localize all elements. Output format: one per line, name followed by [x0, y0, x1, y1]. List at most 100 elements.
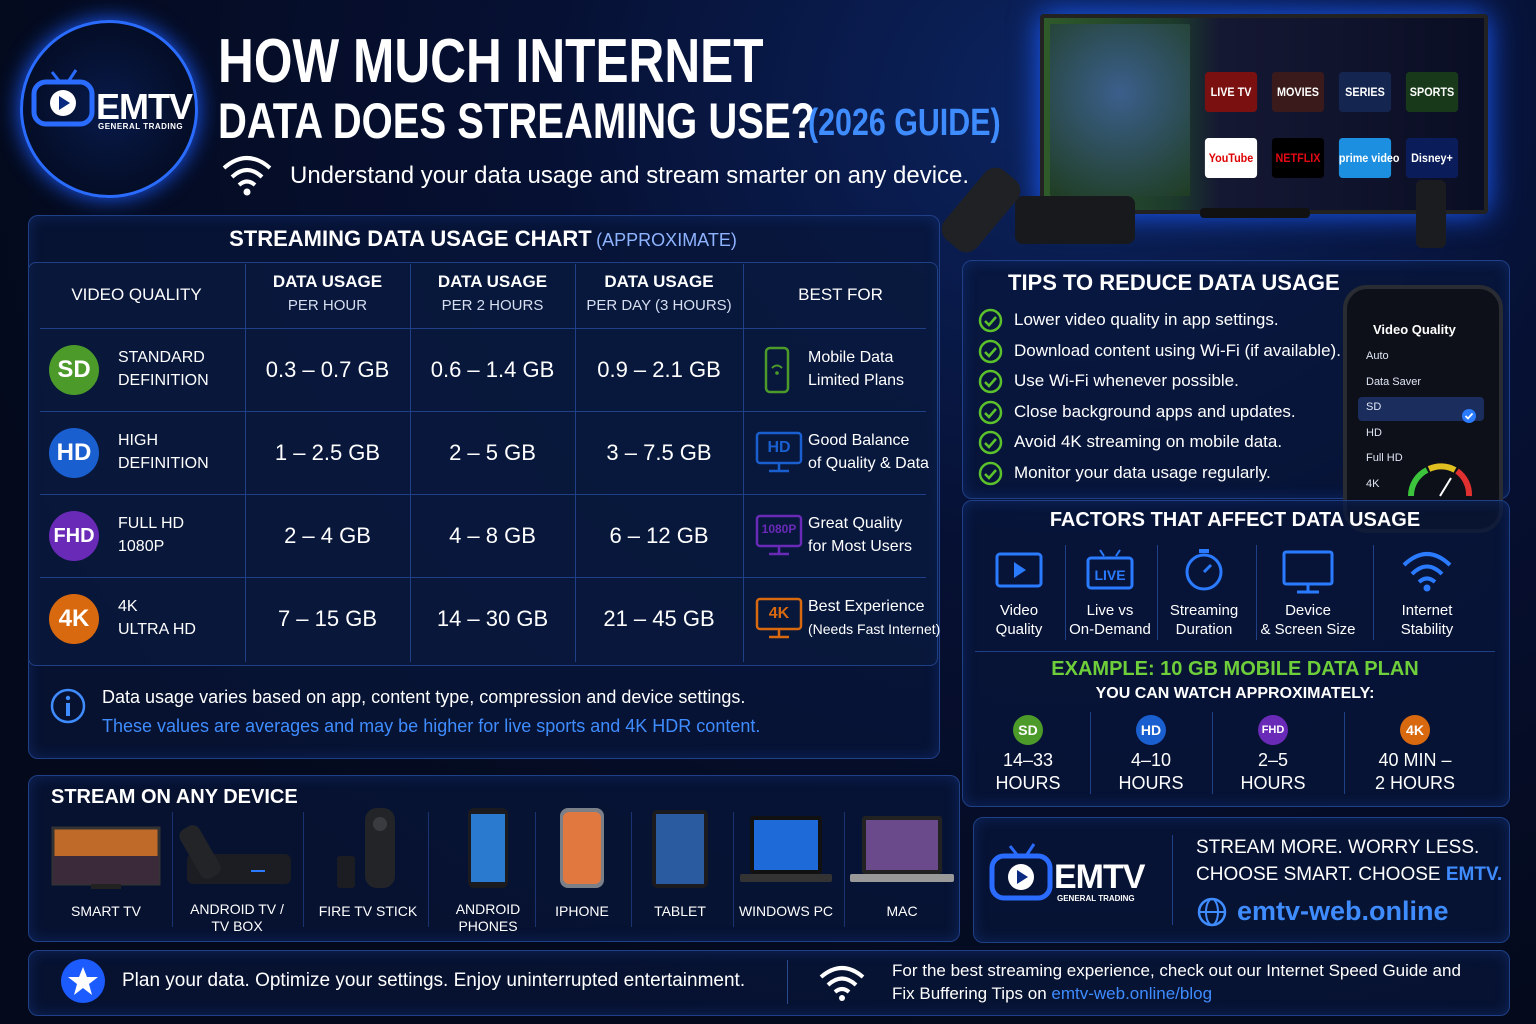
column-divider	[743, 264, 744, 662]
factor-label: On-Demand	[1069, 621, 1151, 638]
quality-name: HIGH	[118, 432, 158, 449]
column-divider	[575, 264, 576, 662]
factor-icon	[1084, 548, 1136, 594]
factor-divider	[1064, 545, 1066, 640]
device-image-svg	[337, 808, 395, 888]
footer-message: Plan your data. Optimize your settings. …	[122, 970, 746, 991]
device-image	[51, 826, 161, 890]
phone-menu-title: Video Quality	[1373, 322, 1456, 337]
column-header: PER HOUR	[287, 297, 368, 314]
factor-icon	[1282, 548, 1334, 594]
factor-divider	[1157, 545, 1158, 640]
factor-label: Quality	[995, 621, 1043, 638]
row-divider	[40, 494, 926, 495]
device-label: WINDOWS PC	[738, 903, 834, 919]
check-icon	[978, 339, 1003, 364]
column-header: VIDEO QUALITY	[71, 285, 202, 304]
factor-divider	[1372, 545, 1374, 640]
factor-label: Duration	[1175, 621, 1233, 638]
factor-label: Video	[999, 602, 1039, 619]
example-subtitle: YOU CAN WATCH APPROXIMATELY:	[1095, 685, 1375, 702]
column-divider	[410, 264, 411, 662]
device-divider	[428, 812, 429, 927]
wifi-icon	[222, 156, 272, 196]
device-divider	[171, 812, 173, 927]
quality-badge: SD	[49, 345, 99, 395]
best-for-icon-svg	[764, 346, 790, 394]
tip-text: Close background apps and updates.	[1014, 401, 1296, 421]
title-line-2: DATA DOES STREAMING USE?	[218, 93, 816, 149]
globe-icon	[1197, 897, 1227, 927]
device-image	[177, 820, 297, 890]
tv-stand	[1200, 208, 1310, 218]
device-image-svg	[560, 808, 604, 888]
device-image-svg	[179, 825, 291, 884]
usage-value: 21 – 45 GB	[603, 606, 715, 631]
tv-menu-tile: SERIES	[1338, 72, 1392, 112]
brand-icon	[989, 843, 1053, 901]
best-for-text: (Needs Fast Internet)	[808, 621, 941, 637]
phone-option: Data Saver	[1366, 375, 1422, 388]
row-divider	[40, 577, 926, 578]
example-value: HOURS	[1118, 773, 1184, 793]
column-header: DATA USAGE	[272, 272, 383, 291]
device-label: MAC	[886, 903, 918, 919]
website[interactable]: emtv-web.online	[1237, 896, 1449, 926]
best-for-icon-label: 4K	[768, 605, 790, 622]
check-icon	[978, 461, 1003, 486]
check-icon	[978, 400, 1003, 425]
usage-title: STREAMING DATA USAGE CHART (APPROXIMATE)	[28, 226, 938, 252]
usage-value: 4 – 8 GB	[449, 523, 536, 548]
slogan-2-text: CHOOSE SMART. CHOOSE	[1196, 864, 1441, 885]
footer-wifi	[819, 966, 865, 1001]
tv-menu-tile: Disney+	[1405, 138, 1459, 178]
best-for-icon-svg	[755, 431, 803, 473]
footer-divider	[787, 960, 788, 1004]
title-suffix: (2026 GUIDE)	[808, 102, 1001, 144]
example-title: EXAMPLE: 10 GB MOBILE DATA PLAN	[1051, 658, 1419, 680]
speed-gauge	[1405, 458, 1475, 498]
device-divider	[844, 812, 845, 927]
device-image	[466, 806, 510, 890]
usage-value: 0.9 – 2.1 GB	[597, 357, 721, 382]
tip-text: Download content using Wi-Fi (if availab…	[1014, 340, 1341, 360]
brand-divider	[1172, 835, 1173, 925]
usage-title-text: STREAMING DATA USAGE CHART	[229, 226, 592, 251]
usage-value: 0.6 – 1.4 GB	[430, 357, 555, 382]
example-value: 2 HOURS	[1374, 773, 1455, 793]
factor-label: Device	[1285, 602, 1331, 619]
tip-text: Lower video quality in app settings.	[1014, 310, 1279, 329]
best-for-text: for Most Users	[808, 538, 913, 555]
quality-name: DEFINITION	[118, 372, 209, 389]
column-header: DATA USAGE	[437, 272, 548, 291]
quality-name: FULL HD	[118, 515, 185, 532]
column-header: DATA USAGE	[604, 272, 714, 291]
note-2: These values are averages and may be hig…	[102, 716, 761, 736]
example-divider	[1344, 712, 1345, 794]
example-value: 4–10	[1130, 750, 1172, 770]
factors-title: FACTORS THAT AFFECT DATA USAGE	[1049, 509, 1421, 531]
factor-label: Stability	[1400, 621, 1454, 638]
usage-value: 14 – 30 GB	[436, 606, 549, 631]
logo-icon	[31, 69, 95, 127]
slogan-brand: EMTV.	[1445, 864, 1503, 885]
usage-value: 3 – 7.5 GB	[606, 440, 712, 465]
device-image	[650, 808, 710, 890]
example-value: 2–5	[1257, 750, 1289, 770]
device-divider	[733, 812, 734, 927]
footer-link[interactable]: emtv-web.online/blog	[1051, 984, 1213, 1003]
device-image-svg	[850, 816, 954, 882]
factor-icon-svg	[1402, 552, 1452, 592]
example-divider	[1212, 712, 1213, 794]
tip-text: Monitor your data usage regularly.	[1014, 463, 1271, 482]
device-divider	[302, 812, 304, 927]
factor-icon-svg	[1282, 550, 1334, 594]
factor-label: Streaming	[1169, 602, 1239, 619]
tv-menu-tile: LIVE TV	[1204, 72, 1258, 112]
best-for-icon-svg	[755, 597, 803, 639]
device-label: IPHONE	[555, 903, 609, 919]
column-header: PER 2 HOURS	[441, 297, 544, 314]
factors-panel	[962, 500, 1510, 807]
example-value: 14–33	[1002, 750, 1054, 770]
quality-badge: HD	[49, 428, 99, 478]
